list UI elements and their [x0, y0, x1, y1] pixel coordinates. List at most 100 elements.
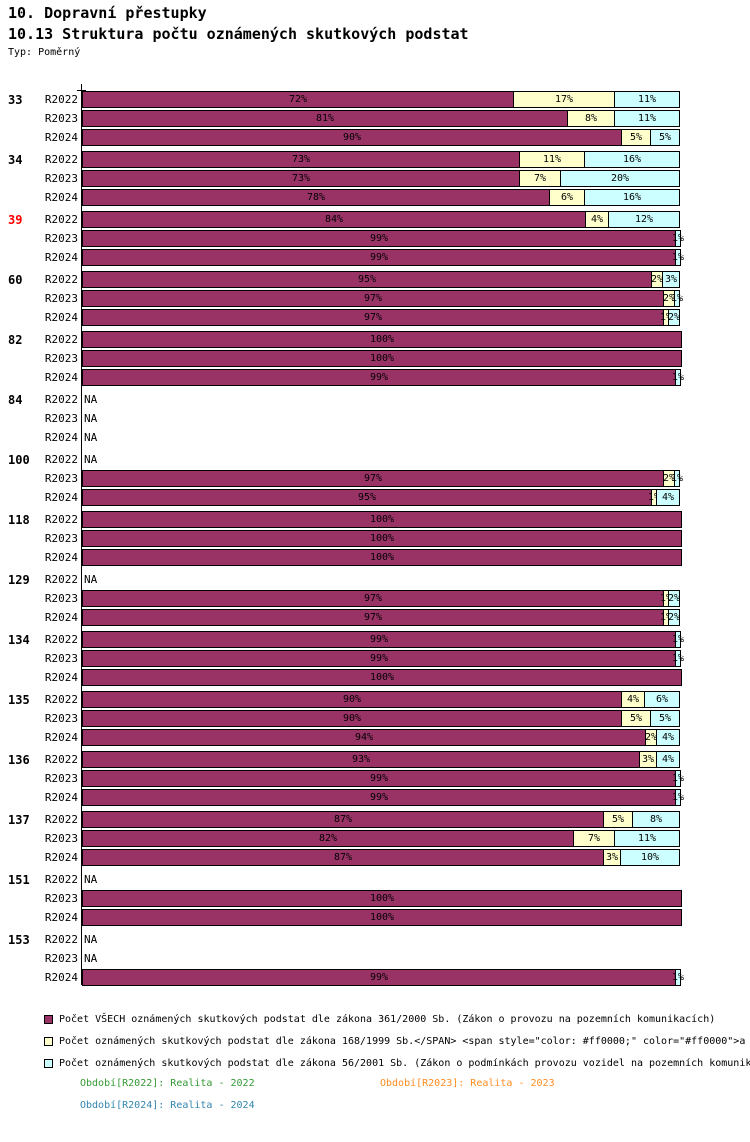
stacked-bar: 87% 3% 10% — [82, 849, 680, 866]
bar-value-label: 95% — [357, 492, 377, 503]
bar-value-label: 11% — [637, 833, 657, 844]
bar-row: R2023 81% 8% 11% — [0, 110, 750, 127]
stacked-bar: 95% 2% 3% — [82, 271, 680, 288]
bar-row: R2024 100% — [0, 909, 750, 926]
bar-segment-zakon-168-1999: 7% — [573, 830, 615, 847]
bar-value-label: 16% — [622, 154, 642, 165]
period-label: R2022 — [44, 753, 78, 766]
bar-segment-zakon-361-2000: 100% — [82, 511, 682, 528]
bar-segment-zakon-361-2000: 90% — [82, 710, 622, 727]
bar-segment-zakon-361-2000: 100% — [82, 669, 682, 686]
bar-segment-zakon-361-2000: 73% — [82, 170, 520, 187]
bar-segment-zakon-168-1999: 4% — [621, 691, 645, 708]
na-label: NA — [84, 933, 98, 946]
bar-segment-zakon-56-2001: 3% — [662, 271, 680, 288]
bar-segment-zakon-361-2000: 95% — [82, 271, 652, 288]
period-label: R2024 — [44, 611, 78, 624]
bar-value-label: 72% — [288, 94, 308, 105]
bar-value-label: 99% — [369, 792, 389, 803]
stacked-bar: 99% 1% — [82, 969, 684, 986]
bar-value-label: 1% — [647, 492, 661, 503]
period-label: R2024 — [44, 731, 78, 744]
bar-row: R2024 94% 2% 4% — [0, 729, 750, 746]
stacked-bar: 97% 2% 1% — [82, 290, 683, 307]
bar-value-label: 5% — [658, 132, 672, 143]
stacked-bar: 100% — [82, 511, 682, 528]
bar-value-label: 20% — [610, 173, 630, 184]
period-label: R2023 — [44, 112, 78, 125]
period-label: R2023 — [44, 832, 78, 845]
bar-segment-zakon-168-1999: 17% — [513, 91, 615, 108]
bar-segment-zakon-361-2000: 90% — [82, 691, 622, 708]
period-label: R2023 — [44, 412, 78, 425]
bar-segment-zakon-361-2000: 90% — [82, 129, 622, 146]
bar-value-label: 11% — [637, 94, 657, 105]
group-label: 118 — [8, 513, 30, 527]
bar-segment-zakon-56-2001: 1% — [671, 290, 683, 307]
bar-row: R2024 99% 1% — [0, 969, 750, 986]
bar-row: R2022 72% 17% 11% — [0, 91, 750, 108]
bar-value-label: 7% — [587, 833, 601, 844]
stacked-bar: 78% 6% 16% — [82, 189, 680, 206]
group-label: 153 — [8, 933, 30, 947]
bar-value-label: 1% — [671, 252, 685, 263]
bar-value-label: 5% — [658, 713, 672, 724]
bar-segment-zakon-56-2001: 1% — [671, 249, 685, 266]
bar-segment-zakon-361-2000: 95% — [82, 489, 652, 506]
bar-row: R2022 NA — [0, 931, 750, 948]
bar-row: R2023 99% 1% — [0, 770, 750, 787]
bar-segment-zakon-361-2000: 100% — [82, 549, 682, 566]
period-label: R2023 — [44, 352, 78, 365]
bar-segment-zakon-361-2000: 81% — [82, 110, 568, 127]
bar-value-label: 2% — [667, 593, 681, 604]
legend-label-zakon-168-1999: Počet oznámených skutkových podstat dle … — [59, 1035, 746, 1047]
group-label: 33 — [8, 93, 23, 107]
bar-value-label: 3% — [664, 274, 678, 285]
bar-value-label: 3% — [641, 754, 655, 765]
bar-segment-zakon-56-2001: 8% — [632, 811, 680, 828]
bar-group-84: 84 R2022 NA R2023 NA R2024 NA — [0, 391, 750, 451]
bar-segment-zakon-56-2001: 12% — [608, 211, 680, 228]
period-label: R2022 — [44, 273, 78, 286]
bar-row: R2022 84% 4% 12% — [0, 211, 750, 228]
period-label: R2024 — [44, 311, 78, 324]
bar-value-label: 2% — [667, 612, 681, 623]
group-label: 135 — [8, 693, 30, 707]
bar-value-label: 99% — [369, 634, 389, 645]
bar-row: R2022 NA — [0, 871, 750, 888]
bar-value-label: 2% — [662, 473, 676, 484]
bar-row: R2023 97% 2% 1% — [0, 290, 750, 307]
stacked-bar: 93% 3% 4% — [82, 751, 680, 768]
stacked-bar: 99% 1% — [82, 650, 684, 667]
bar-row: R2023 97% 2% 1% — [0, 470, 750, 487]
period-label: R2022 — [44, 393, 78, 406]
bar-value-label: 99% — [369, 233, 389, 244]
bar-row: R2023 99% 1% — [0, 650, 750, 667]
group-label: 151 — [8, 873, 30, 887]
bar-row: R2023 99% 1% — [0, 230, 750, 247]
stacked-bar: 97% 1% 2% — [82, 309, 680, 326]
period-label: R2022 — [44, 633, 78, 646]
bar-segment-zakon-361-2000: 97% — [82, 290, 664, 307]
bar-value-label: 7% — [533, 173, 547, 184]
bar-segment-zakon-56-2001: 1% — [671, 470, 683, 487]
legend-label-zakon-361-2000: Počet VŠECH oznámených skutkových podsta… — [59, 1013, 716, 1025]
bar-value-label: 87% — [333, 852, 353, 863]
period-label: R2024 — [44, 431, 78, 444]
bar-row: R2024 99% 1% — [0, 789, 750, 806]
stacked-bar: 100% — [82, 890, 682, 907]
group-label: 129 — [8, 573, 30, 587]
period-label: R2024 — [44, 131, 78, 144]
stacked-bar: 100% — [82, 350, 682, 367]
bar-row: R2024 87% 3% 10% — [0, 849, 750, 866]
bar-value-label: 2% — [667, 312, 681, 323]
bar-segment-zakon-361-2000: 97% — [82, 470, 664, 487]
bar-value-label: 1% — [659, 312, 673, 323]
bar-row: R2024 99% 1% — [0, 249, 750, 266]
bar-value-label: 5% — [629, 132, 643, 143]
bar-value-label: 99% — [369, 773, 389, 784]
bar-segment-zakon-168-1999: 5% — [621, 710, 651, 727]
period-label: R2024 — [44, 911, 78, 924]
period-label: R2022 — [44, 573, 78, 586]
bar-row: R2023 90% 5% 5% — [0, 710, 750, 727]
